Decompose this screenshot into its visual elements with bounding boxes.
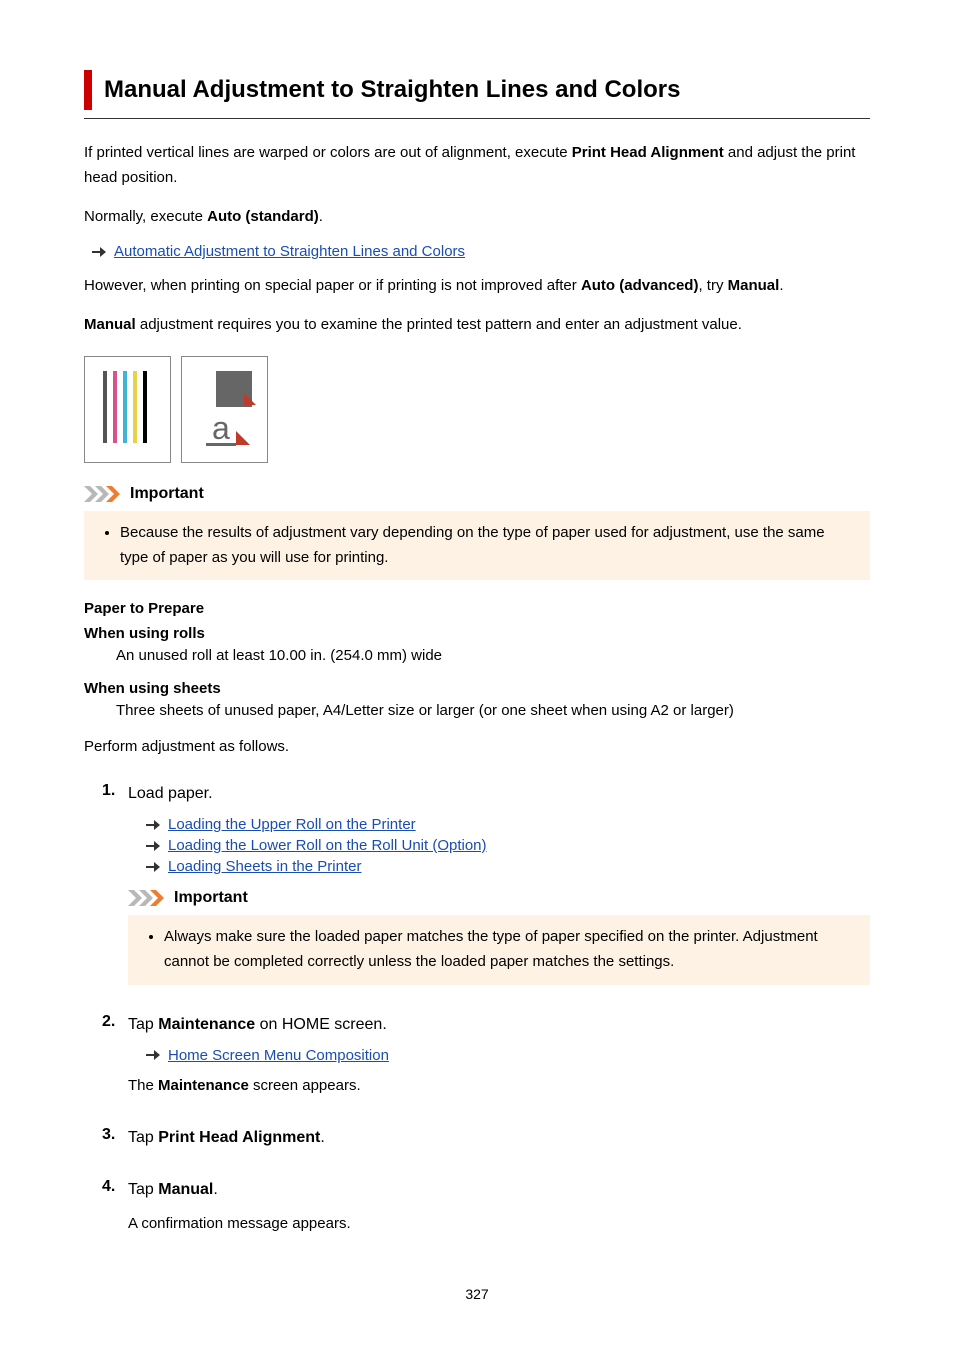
intro-paragraph-2: Normally, execute Auto (standard). <box>84 205 870 230</box>
link-upper-roll[interactable]: Loading the Upper Roll on the Printer <box>168 816 416 833</box>
text: . <box>319 208 323 225</box>
page-number: 327 <box>84 1286 870 1302</box>
chevrons-icon <box>84 486 124 502</box>
text-bold: Manual <box>158 1181 213 1198</box>
page-container: Manual Adjustment to Straighten Lines an… <box>0 0 954 1342</box>
text: adjustment requires you to examine the p… <box>136 316 742 333</box>
important-callout-2: Always make sure the loaded paper matche… <box>128 915 870 985</box>
step-3-title: Tap Print Head Alignment. <box>128 1126 870 1150</box>
text-bold: Manual <box>728 277 780 294</box>
page-title: Manual Adjustment to Straighten Lines an… <box>104 76 870 104</box>
step-3: Tap Print Head Alignment. <box>102 1126 870 1150</box>
paper-prepare-label: Paper to Prepare <box>84 600 870 617</box>
step-4: Tap Manual. A confirmation message appea… <box>102 1178 870 1236</box>
text-bold: Auto (standard) <box>207 208 319 225</box>
text-bold: Auto (advanced) <box>581 277 699 294</box>
important-label: Important <box>174 889 248 907</box>
link-row: Home Screen Menu Composition <box>146 1047 870 1064</box>
step-2: Tap Maintenance on HOME screen. Home Scr… <box>102 1013 870 1098</box>
step-1-title: Load paper. <box>128 782 870 806</box>
important-item: Always make sure the loaded paper matche… <box>164 925 852 975</box>
important-item: Because the results of adjustment vary d… <box>120 521 852 571</box>
text-bold: Manual <box>84 316 136 333</box>
text: The <box>128 1077 158 1094</box>
text: Normally, execute <box>84 208 207 225</box>
important-label: Important <box>130 485 204 503</box>
perform-text: Perform adjustment as follows. <box>84 735 870 760</box>
text-bold: Maintenance <box>158 1077 249 1094</box>
arrow-right-icon <box>92 246 106 258</box>
link-loading-sheets[interactable]: Loading Sheets in the Printer <box>168 858 361 875</box>
steps-list: Load paper. Loading the Upper Roll on th… <box>84 782 870 1236</box>
step-2-title: Tap Maintenance on HOME screen. <box>128 1013 870 1037</box>
text: . <box>320 1129 324 1146</box>
intro-paragraph-4: Manual adjustment requires you to examin… <box>84 313 870 338</box>
text: Tap <box>128 1129 158 1146</box>
arrow-right-icon <box>146 861 160 873</box>
step-1: Load paper. Loading the Upper Roll on th… <box>102 782 870 985</box>
link-row: Loading the Upper Roll on the Printer <box>146 816 870 833</box>
text: If printed vertical lines are warped or … <box>84 144 572 161</box>
rolls-text: An unused roll at least 10.00 in. (254.0… <box>116 644 870 668</box>
title-underline <box>84 118 870 119</box>
text: . <box>213 1181 217 1198</box>
text: screen appears. <box>249 1077 361 1094</box>
sheets-label: When using sheets <box>84 680 870 697</box>
link-row: Loading Sheets in the Printer <box>146 858 870 875</box>
text: on HOME screen. <box>255 1016 387 1033</box>
svg-text:a: a <box>212 410 230 446</box>
text: , try <box>698 277 727 294</box>
title-bar: Manual Adjustment to Straighten Lines an… <box>84 70 870 110</box>
test-pattern-lines <box>84 356 171 463</box>
test-pattern-letter: a <box>181 356 268 463</box>
text-bold: Print Head Alignment <box>158 1129 320 1146</box>
important-callout-1: Because the results of adjustment vary d… <box>84 511 870 581</box>
rolls-label: When using rolls <box>84 625 870 642</box>
intro-paragraph-1: If printed vertical lines are warped or … <box>84 141 870 191</box>
link-row: Loading the Lower Roll on the Roll Unit … <box>146 837 870 854</box>
link-auto-adjustment[interactable]: Automatic Adjustment to Straighten Lines… <box>114 243 465 260</box>
arrow-right-icon <box>146 819 160 831</box>
step-1-body: Loading the Upper Roll on the Printer Lo… <box>128 816 870 985</box>
chevrons-icon <box>128 890 168 906</box>
text: Tap <box>128 1016 158 1033</box>
text: However, when printing on special paper … <box>84 277 581 294</box>
text: Tap <box>128 1181 158 1198</box>
text: . <box>779 277 783 294</box>
arrow-right-icon <box>146 1049 160 1061</box>
test-pattern-row: a <box>84 356 870 463</box>
link-lower-roll[interactable]: Loading the Lower Roll on the Roll Unit … <box>168 837 487 854</box>
text-bold: Maintenance <box>158 1016 255 1033</box>
link-home-screen-menu[interactable]: Home Screen Menu Composition <box>168 1047 389 1064</box>
step-4-text: A confirmation message appears. <box>128 1212 870 1236</box>
step-2-body: Home Screen Menu Composition The Mainten… <box>128 1047 870 1098</box>
step-4-title: Tap Manual. <box>128 1178 870 1202</box>
link-row-auto-adjustment: Automatic Adjustment to Straighten Lines… <box>92 243 870 260</box>
sheets-text: Three sheets of unused paper, A4/Letter … <box>116 699 870 723</box>
text-bold: Print Head Alignment <box>572 144 724 161</box>
callout-header-important-1: Important <box>84 485 870 503</box>
step-2-text: The Maintenance screen appears. <box>128 1074 870 1098</box>
arrow-right-icon <box>146 840 160 852</box>
intro-paragraph-3: However, when printing on special paper … <box>84 274 870 299</box>
callout-header-important-2: Important <box>128 889 870 907</box>
